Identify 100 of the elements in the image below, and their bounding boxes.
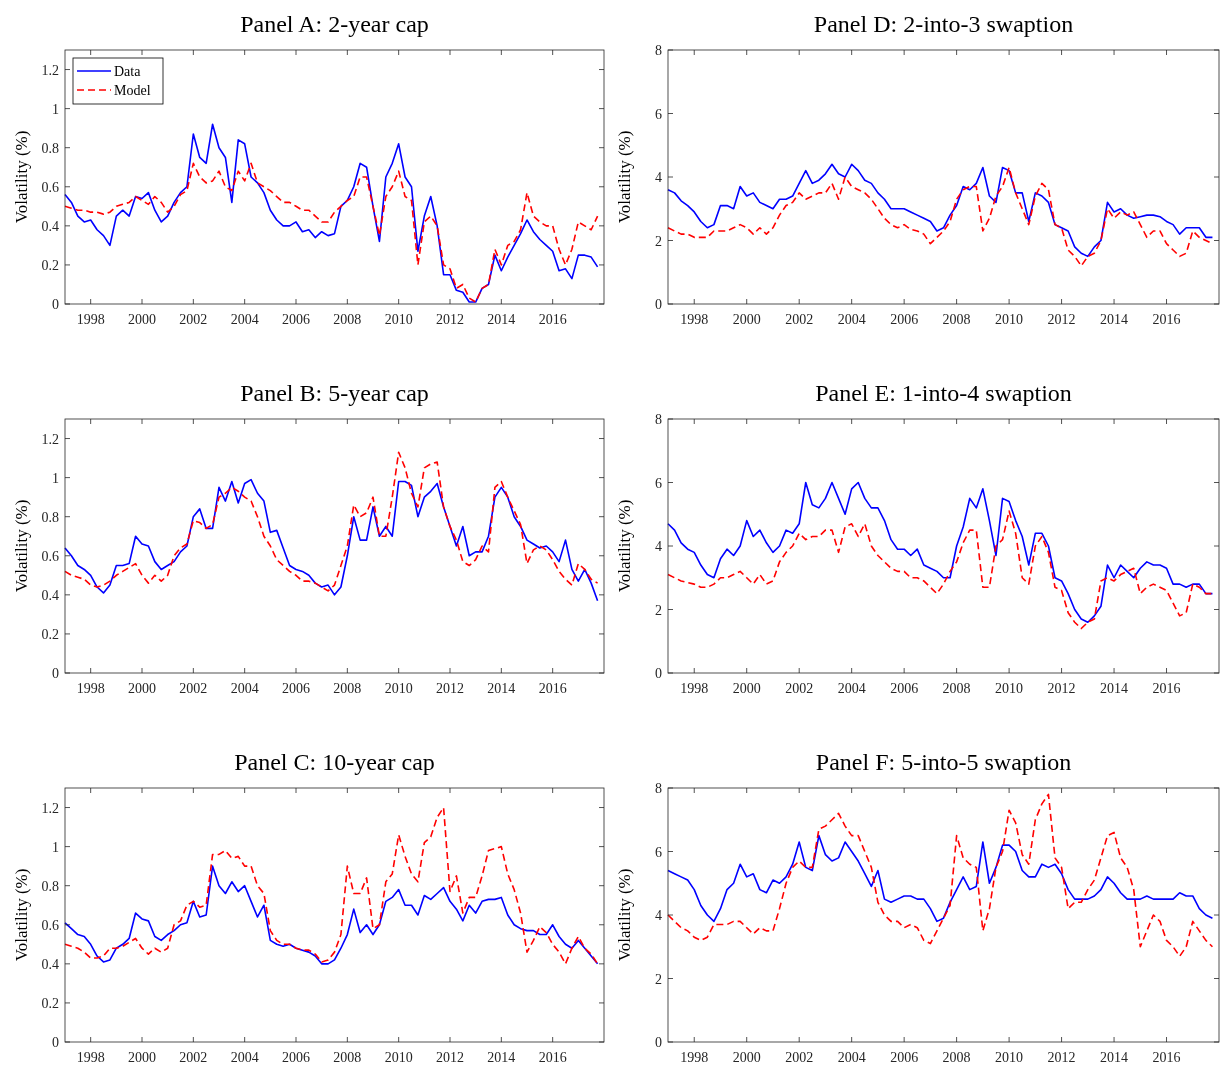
x-tick-label: 2002 — [179, 681, 208, 696]
x-tick-label: 2006 — [282, 312, 310, 327]
y-tick-label: 0.6 — [41, 917, 59, 933]
x-tick-label: 2014 — [1100, 681, 1129, 696]
y-axis-title: Volatility (%) — [615, 868, 634, 962]
x-tick-label: 2012 — [436, 1050, 464, 1065]
x-tick-label: 2002 — [785, 681, 814, 696]
y-tick-label: 0.8 — [41, 140, 59, 156]
y-tick-label: 4 — [655, 170, 662, 185]
chart-title: Panel F: 5-into-5 swaption — [815, 749, 1072, 775]
x-tick-label: 2012 — [1047, 312, 1076, 327]
x-tick-label: 2008 — [942, 312, 971, 327]
y-tick-label: 1 — [52, 470, 59, 486]
y-tick-label: 0 — [52, 297, 59, 312]
y-tick-label: 0 — [52, 1035, 59, 1050]
x-tick-label: 2016 — [1152, 312, 1181, 327]
line-series — [64, 478, 599, 602]
x-tick-label: 2008 — [942, 681, 971, 696]
x-tick-label: 2012 — [1047, 1050, 1076, 1065]
y-axis-title: Volatility (%) — [12, 130, 31, 224]
x-tick-label: 2014 — [487, 1050, 516, 1065]
x-tick-label: 2004 — [837, 312, 866, 327]
chart-title: Panel D: 2-into-3 swaption — [813, 11, 1074, 37]
x-tick-label: 2010 — [995, 1050, 1024, 1065]
x-tick-label: 2014 — [1100, 312, 1129, 327]
x-tick-label: 2000 — [128, 1050, 156, 1065]
y-tick-label: 0.6 — [41, 548, 59, 564]
chart-title: Panel E: 1-into-4 swaption — [815, 380, 1072, 406]
x-tick-label: 1998 — [680, 681, 709, 696]
y-tick-label: 8 — [655, 43, 662, 58]
x-tick-label: 2002 — [179, 312, 208, 327]
x-tick-label: 2014 — [1100, 1050, 1129, 1065]
y-tick-label: 0.8 — [41, 509, 59, 525]
x-tick-label: 2010 — [995, 312, 1024, 327]
y-tick-label: 1 — [52, 101, 59, 117]
x-tick-label: 2014 — [487, 681, 516, 696]
x-tick-label: 2000 — [732, 1050, 761, 1065]
x-tick-label: 2016 — [538, 312, 567, 327]
line-series — [667, 481, 1214, 623]
x-tick-label: 2008 — [333, 312, 362, 327]
x-tick-label: 2008 — [333, 1050, 362, 1065]
y-tick-label: 0.2 — [41, 995, 59, 1011]
x-tick-label: 2016 — [538, 1050, 567, 1065]
line-series — [64, 806, 599, 965]
x-tick-label: 2008 — [333, 681, 362, 696]
x-tick-label: 2000 — [732, 681, 761, 696]
y-tick-label: 1.2 — [41, 62, 59, 78]
y-tick-label: 0.4 — [41, 587, 59, 603]
x-tick-label: 2000 — [128, 681, 156, 696]
y-axis-title: Volatility (%) — [615, 130, 634, 224]
x-tick-label: 2010 — [995, 681, 1024, 696]
x-tick-label: 2006 — [890, 312, 919, 327]
y-tick-label: 1.2 — [41, 431, 59, 447]
y-tick-label: 6 — [655, 844, 662, 860]
x-tick-label: 2012 — [436, 312, 464, 327]
y-tick-label: 2 — [655, 602, 662, 618]
y-tick-label: 0.4 — [41, 218, 59, 234]
line-series — [64, 123, 599, 303]
chart-title: Panel B: 5-year cap — [240, 380, 429, 406]
line-series — [667, 834, 1214, 923]
chart-title: Panel C: 10-year cap — [234, 749, 435, 775]
x-tick-label: 2004 — [230, 312, 259, 327]
line-series — [667, 793, 1214, 958]
line-series — [64, 162, 599, 303]
y-tick-label: 6 — [655, 475, 662, 491]
x-tick-label: 2002 — [785, 1050, 814, 1065]
x-tick-label: 2004 — [230, 681, 259, 696]
y-tick-label: 4 — [655, 908, 662, 923]
y-tick-label: 8 — [655, 781, 662, 796]
x-tick-label: 1998 — [76, 312, 105, 327]
y-tick-label: 0.6 — [41, 179, 59, 195]
chart-title: Panel A: 2-year cap — [240, 11, 429, 37]
y-axis-title: Volatility (%) — [12, 499, 31, 593]
y-tick-label: 1 — [52, 839, 59, 855]
y-tick-label: 0 — [655, 297, 662, 312]
x-tick-label: 2006 — [890, 681, 919, 696]
y-tick-label: 4 — [655, 539, 662, 554]
x-tick-label: 2008 — [942, 1050, 971, 1065]
x-tick-label: 2014 — [487, 312, 516, 327]
x-tick-label: 2012 — [1047, 681, 1076, 696]
y-tick-label: 0.2 — [41, 626, 59, 642]
x-tick-label: 2010 — [384, 312, 413, 327]
x-tick-label: 2010 — [384, 681, 413, 696]
y-tick-label: 0.8 — [41, 878, 59, 894]
x-tick-label: 2004 — [837, 1050, 866, 1065]
y-tick-label: 0 — [52, 666, 59, 681]
x-tick-label: 2016 — [538, 681, 567, 696]
y-tick-label: 0.2 — [41, 257, 59, 273]
y-tick-label: 0.4 — [41, 956, 59, 972]
legend-label: Data — [114, 64, 142, 79]
x-tick-label: 1998 — [680, 312, 709, 327]
x-tick-label: 2004 — [230, 1050, 259, 1065]
line-series — [64, 451, 599, 592]
x-tick-label: 2006 — [282, 681, 310, 696]
y-tick-label: 6 — [655, 106, 662, 122]
y-tick-label: 2 — [655, 971, 662, 987]
y-tick-label: 2 — [655, 233, 662, 249]
x-tick-label: 2000 — [732, 312, 761, 327]
x-tick-label: 2006 — [890, 1050, 919, 1065]
x-tick-label: 1998 — [680, 1050, 709, 1065]
